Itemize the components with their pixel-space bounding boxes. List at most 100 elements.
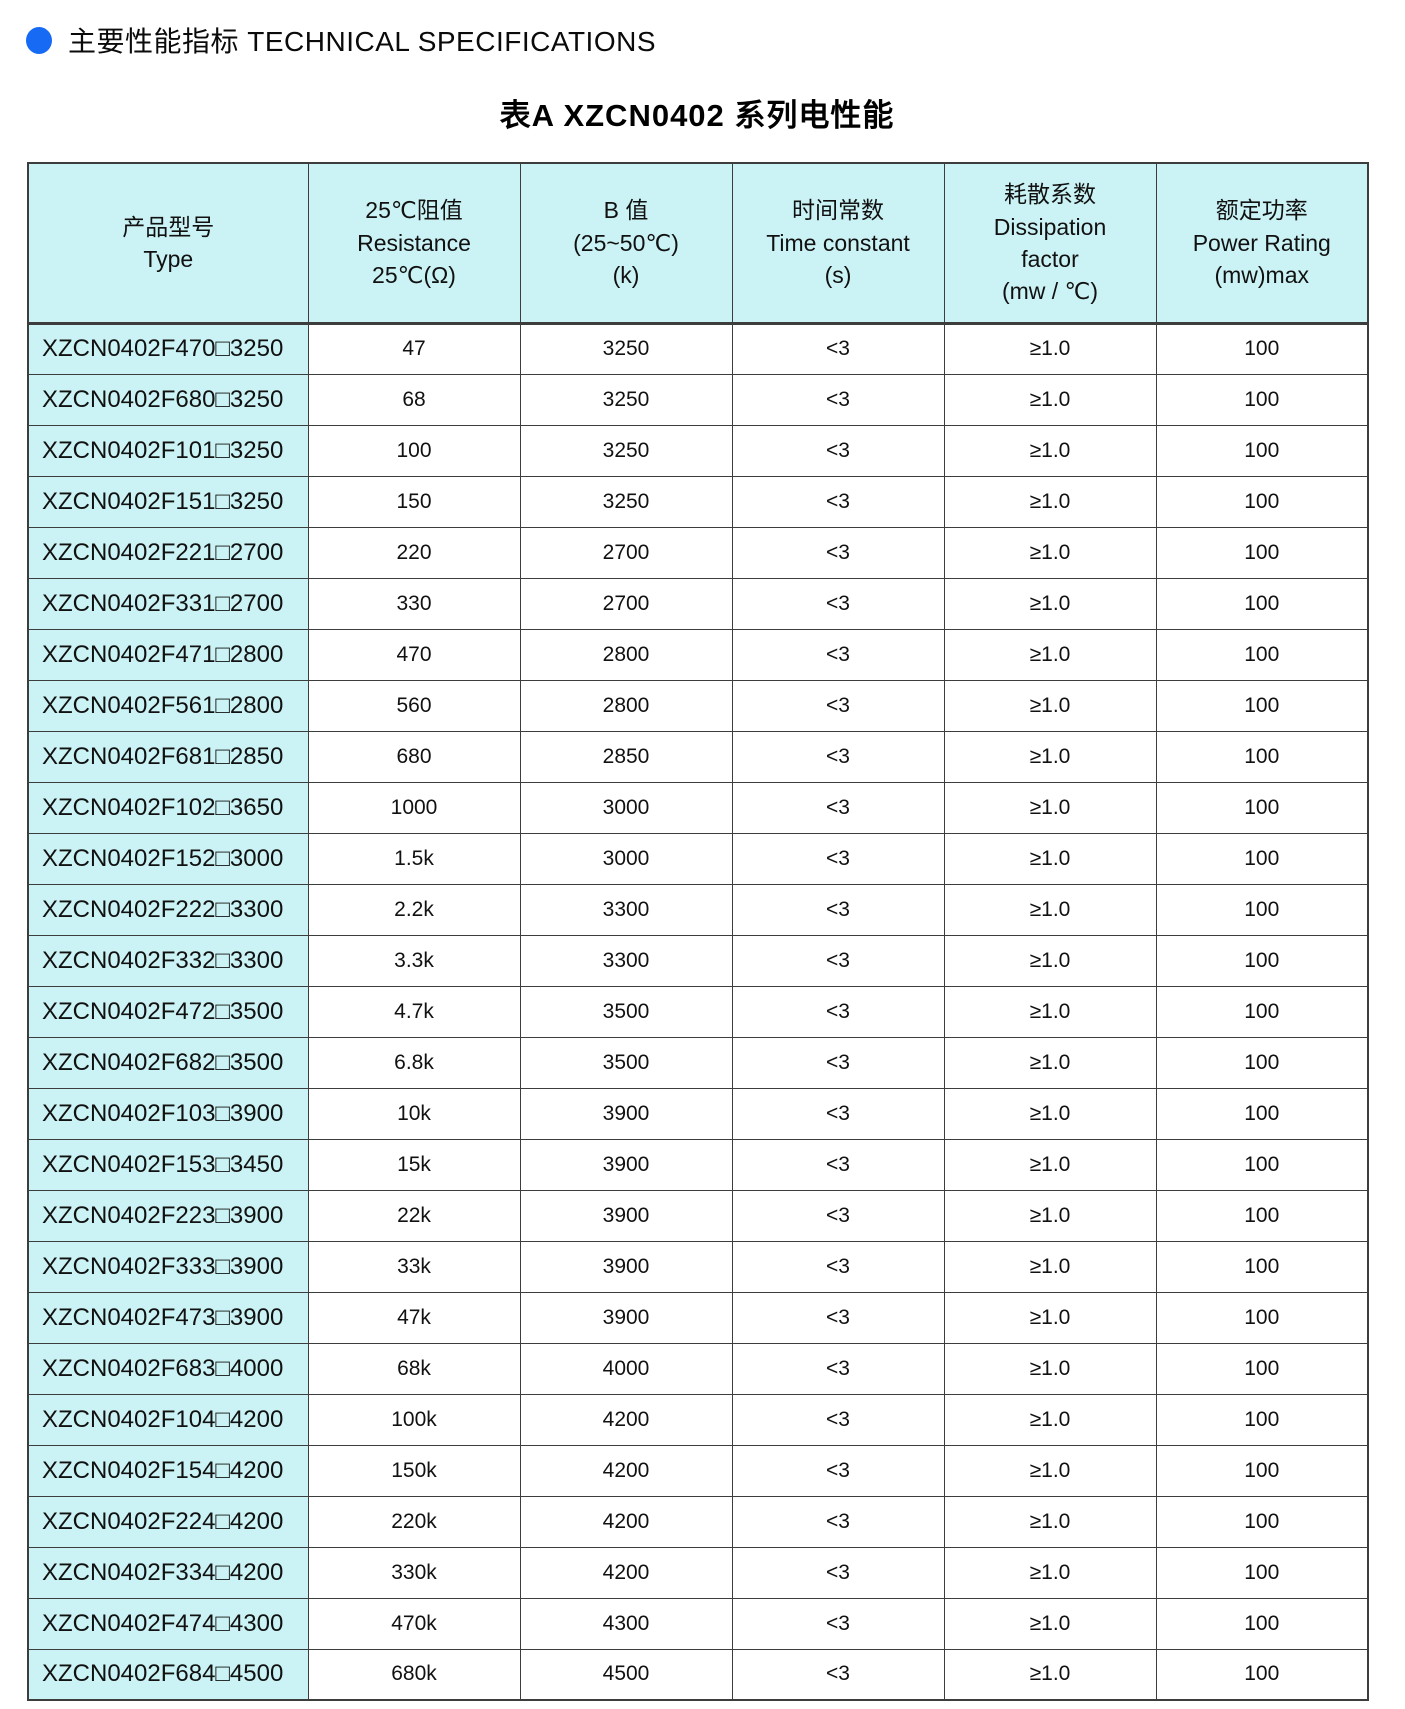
- cell-time-constant: <3: [731, 1546, 945, 1599]
- cell-type: XZCN0402F331□2700: [27, 577, 309, 630]
- cell-dissipation-factor: ≥1.0: [943, 1342, 1157, 1395]
- table-row: XZCN0402F561□2800 560 2800 <3 ≥1.0 100: [27, 679, 1369, 732]
- cell-b-value: 3900: [519, 1138, 733, 1191]
- cell-resistance: 150k: [307, 1444, 521, 1497]
- cell-time-constant: <3: [731, 832, 945, 885]
- table-row: XZCN0402F224□4200 220k 4200 <3 ≥1.0 100: [27, 1495, 1369, 1548]
- cell-power-rating: 100: [1155, 832, 1369, 885]
- cell-resistance: 33k: [307, 1240, 521, 1293]
- cell-power-rating: 100: [1155, 985, 1369, 1038]
- cell-resistance: 330: [307, 577, 521, 630]
- table-row: XZCN0402F680□3250 68 3250 <3 ≥1.0 100: [27, 373, 1369, 426]
- cell-b-value: 3900: [519, 1291, 733, 1344]
- cell-type: XZCN0402F471□2800: [27, 628, 309, 681]
- column-header-resistance: 25℃阻值 Resistance 25℃(Ω): [307, 162, 521, 325]
- column-header-b-value: B 值 (25~50℃) (k): [519, 162, 733, 325]
- cell-resistance: 680: [307, 730, 521, 783]
- cell-dissipation-factor: ≥1.0: [943, 883, 1157, 936]
- cell-dissipation-factor: ≥1.0: [943, 1189, 1157, 1242]
- cell-dissipation-factor: ≥1.0: [943, 475, 1157, 528]
- cell-resistance: 22k: [307, 1189, 521, 1242]
- column-header-dissipation-factor: 耗散系数 Dissipation factor (mw / ℃): [943, 162, 1157, 325]
- section-header: 主要性能指标 TECHNICAL SPECIFICATIONS: [0, 0, 1405, 60]
- cell-power-rating: 100: [1155, 1597, 1369, 1650]
- cell-type: XZCN0402F332□3300: [27, 934, 309, 987]
- cell-b-value: 4200: [519, 1393, 733, 1446]
- cell-dissipation-factor: ≥1.0: [943, 373, 1157, 426]
- cell-type: XZCN0402F102□3650: [27, 781, 309, 834]
- cell-resistance: 220: [307, 526, 521, 579]
- cell-power-rating: 100: [1155, 1444, 1369, 1497]
- column-header-power-rating: 额定功率 Power Rating (mw)max: [1155, 162, 1369, 325]
- cell-dissipation-factor: ≥1.0: [943, 1546, 1157, 1599]
- table-row: XZCN0402F153□3450 15k 3900 <3 ≥1.0 100: [27, 1138, 1369, 1191]
- cell-power-rating: 100: [1155, 373, 1369, 426]
- cell-type: XZCN0402F152□3000: [27, 832, 309, 885]
- cell-resistance: 330k: [307, 1546, 521, 1599]
- cell-power-rating: 100: [1155, 730, 1369, 783]
- cell-power-rating: 100: [1155, 1036, 1369, 1089]
- cell-type: XZCN0402F680□3250: [27, 373, 309, 426]
- cell-power-rating: 100: [1155, 1342, 1369, 1395]
- cell-dissipation-factor: ≥1.0: [943, 577, 1157, 630]
- cell-dissipation-factor: ≥1.0: [943, 1393, 1157, 1446]
- table-row: XZCN0402F334□4200 330k 4200 <3 ≥1.0 100: [27, 1546, 1369, 1599]
- table-row: XZCN0402F151□3250 150 3250 <3 ≥1.0 100: [27, 475, 1369, 528]
- cell-b-value: 2800: [519, 679, 733, 732]
- cell-resistance: 68k: [307, 1342, 521, 1395]
- cell-resistance: 47: [307, 322, 521, 375]
- cell-power-rating: 100: [1155, 526, 1369, 579]
- table-row: XZCN0402F471□2800 470 2800 <3 ≥1.0 100: [27, 628, 1369, 681]
- table-row: XZCN0402F472□3500 4.7k 3500 <3 ≥1.0 100: [27, 985, 1369, 1038]
- cell-type: XZCN0402F151□3250: [27, 475, 309, 528]
- cell-dissipation-factor: ≥1.0: [943, 322, 1157, 375]
- cell-time-constant: <3: [731, 1597, 945, 1650]
- cell-resistance: 3.3k: [307, 934, 521, 987]
- table-row: XZCN0402F222□3300 2.2k 3300 <3 ≥1.0 100: [27, 883, 1369, 936]
- table-row: XZCN0402F102□3650 1000 3000 <3 ≥1.0 100: [27, 781, 1369, 834]
- table-row: XZCN0402F104□4200 100k 4200 <3 ≥1.0 100: [27, 1393, 1369, 1446]
- cell-b-value: 3300: [519, 934, 733, 987]
- cell-type: XZCN0402F470□3250: [27, 322, 309, 375]
- cell-type: XZCN0402F104□4200: [27, 1393, 309, 1446]
- cell-b-value: 2850: [519, 730, 733, 783]
- table-row: XZCN0402F681□2850 680 2850 <3 ≥1.0 100: [27, 730, 1369, 783]
- cell-type: XZCN0402F221□2700: [27, 526, 309, 579]
- cell-dissipation-factor: ≥1.0: [943, 1138, 1157, 1191]
- cell-resistance: 47k: [307, 1291, 521, 1344]
- cell-b-value: 4200: [519, 1495, 733, 1548]
- cell-time-constant: <3: [731, 985, 945, 1038]
- table-row: XZCN0402F333□3900 33k 3900 <3 ≥1.0 100: [27, 1240, 1369, 1293]
- table-row: XZCN0402F684□4500 680k 4500 <3 ≥1.0 100: [27, 1648, 1369, 1701]
- cell-b-value: 3000: [519, 781, 733, 834]
- cell-dissipation-factor: ≥1.0: [943, 1444, 1157, 1497]
- cell-power-rating: 100: [1155, 1087, 1369, 1140]
- cell-type: XZCN0402F684□4500: [27, 1648, 309, 1701]
- blue-dot-icon: [26, 26, 52, 54]
- cell-time-constant: <3: [731, 781, 945, 834]
- cell-b-value: 2700: [519, 577, 733, 630]
- cell-resistance: 560: [307, 679, 521, 732]
- section-title: 主要性能指标 TECHNICAL SPECIFICATIONS: [68, 26, 656, 57]
- table-row: XZCN0402F152□3000 1.5k 3000 <3 ≥1.0 100: [27, 832, 1369, 885]
- cell-power-rating: 100: [1155, 1291, 1369, 1344]
- cell-b-value: 4200: [519, 1546, 733, 1599]
- cell-dissipation-factor: ≥1.0: [943, 985, 1157, 1038]
- cell-resistance: 15k: [307, 1138, 521, 1191]
- cell-power-rating: 100: [1155, 1546, 1369, 1599]
- table-row: XZCN0402F473□3900 47k 3900 <3 ≥1.0 100: [27, 1291, 1369, 1344]
- table-row: XZCN0402F154□4200 150k 4200 <3 ≥1.0 100: [27, 1444, 1369, 1497]
- table-row: XZCN0402F332□3300 3.3k 3300 <3 ≥1.0 100: [27, 934, 1369, 987]
- cell-type: XZCN0402F683□4000: [27, 1342, 309, 1395]
- cell-b-value: 2700: [519, 526, 733, 579]
- cell-time-constant: <3: [731, 1189, 945, 1242]
- cell-time-constant: <3: [731, 1393, 945, 1446]
- cell-b-value: 3900: [519, 1189, 733, 1242]
- table-row: XZCN0402F103□3900 10k 3900 <3 ≥1.0 100: [27, 1087, 1369, 1140]
- cell-time-constant: <3: [731, 934, 945, 987]
- cell-resistance: 68: [307, 373, 521, 426]
- cell-b-value: 4000: [519, 1342, 733, 1395]
- cell-b-value: 3300: [519, 883, 733, 936]
- cell-time-constant: <3: [731, 1648, 945, 1701]
- cell-b-value: 3000: [519, 832, 733, 885]
